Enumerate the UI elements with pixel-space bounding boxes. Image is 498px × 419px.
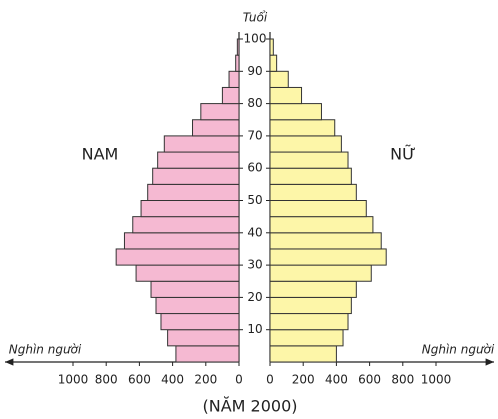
- bar: [269, 38, 274, 56]
- y-tick-label: 20: [247, 290, 262, 304]
- bar: [200, 103, 240, 121]
- bar: [157, 151, 240, 169]
- bar: [269, 200, 367, 218]
- x-tick-label: 400: [161, 373, 184, 387]
- bar: [135, 264, 240, 282]
- caption: (NĂM 2000): [202, 397, 297, 416]
- bar: [269, 232, 382, 250]
- x-tick-label: 200: [292, 373, 315, 387]
- bar: [269, 216, 374, 234]
- y-tick-label: 10: [247, 322, 262, 336]
- bar: [269, 248, 387, 266]
- x-tick-label: 800: [391, 373, 414, 387]
- bar: [269, 86, 303, 105]
- bar: [147, 183, 240, 202]
- bar: [269, 70, 289, 88]
- bar: [140, 200, 240, 218]
- y-tick-label: 80: [247, 96, 262, 110]
- y-tick-label: 90: [247, 64, 262, 78]
- bar: [269, 167, 352, 185]
- bar: [269, 329, 344, 347]
- bar: [160, 313, 240, 331]
- bar: [269, 345, 337, 363]
- bar: [269, 280, 357, 298]
- bar: [269, 135, 342, 153]
- x-axis-title-left: Nghìn người: [9, 343, 82, 357]
- bar: [163, 135, 240, 153]
- bar: [155, 296, 240, 315]
- x-tick-label: 600: [128, 373, 151, 387]
- bar: [236, 38, 240, 56]
- bar: [269, 54, 278, 72]
- bar: [192, 119, 240, 137]
- bar: [235, 54, 240, 72]
- bar: [269, 313, 349, 331]
- x-axis-title-right: Nghìn người: [422, 343, 495, 357]
- y-tick-label: 40: [247, 225, 262, 239]
- bar: [175, 345, 240, 363]
- bar: [228, 70, 240, 88]
- x-tick-label: 800: [95, 373, 118, 387]
- x-tick-label: 0: [266, 373, 274, 387]
- bar: [221, 86, 240, 105]
- y-tick-label: 60: [247, 161, 262, 175]
- legend-right: NỮ: [390, 145, 416, 164]
- y-tick-label: 70: [247, 128, 262, 142]
- bar: [132, 216, 240, 234]
- x-tick-label: 0: [235, 373, 243, 387]
- x-tick-label: 400: [325, 373, 348, 387]
- bar: [269, 119, 336, 137]
- bar: [115, 248, 240, 266]
- x-tick-label: 200: [194, 373, 217, 387]
- bar: [269, 103, 322, 121]
- bar: [269, 264, 372, 282]
- x-tick-label: 600: [358, 373, 381, 387]
- y-tick-label: 30: [247, 258, 262, 272]
- legend-left: NAM: [82, 145, 119, 164]
- y-axis-title: Tuổi: [243, 11, 268, 25]
- x-tick-label: 1000: [58, 373, 89, 387]
- bar: [152, 167, 240, 185]
- bar: [123, 232, 240, 250]
- bar: [269, 151, 349, 169]
- x-tick-label: 1000: [421, 373, 452, 387]
- y-tick-label: 100: [244, 32, 267, 46]
- y-tick-label: 50: [247, 193, 262, 207]
- bar: [150, 280, 240, 298]
- bar: [167, 329, 240, 347]
- bar: [269, 296, 352, 315]
- bar: [269, 183, 357, 202]
